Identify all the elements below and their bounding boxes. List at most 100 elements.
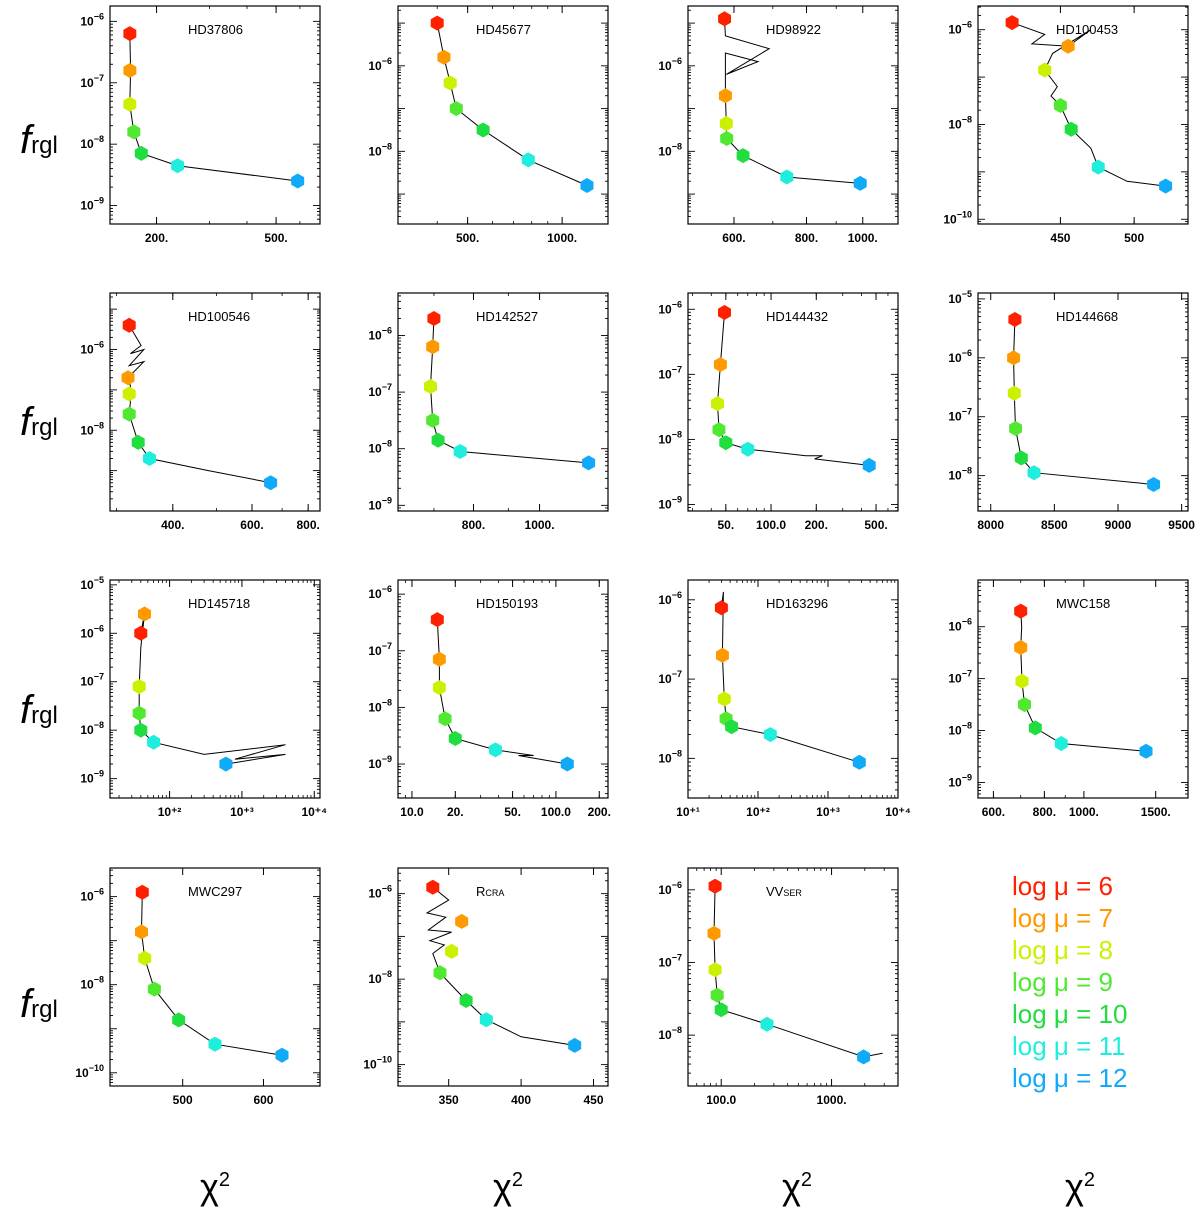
panel-hd98922: 600. 800. 1000. 10−8 10−6 HD98922 <box>658 5 899 245</box>
point-log-mu-7 <box>437 49 451 65</box>
point-log-mu-7 <box>713 357 727 373</box>
point-log-mu-8 <box>711 396 724 412</box>
y-tick-label: 10−8 <box>80 134 104 151</box>
panel-title: MWC158 <box>1056 596 1110 611</box>
y-label-main: f <box>20 400 32 444</box>
panel-frame <box>397 579 609 799</box>
point-log-mu-8 <box>1007 385 1021 401</box>
x-tick-label: 100.0 <box>756 518 786 532</box>
panel-hd142527: 800. 1000. 10−9 10−8 10−7 10−6 HD142527 <box>368 292 609 532</box>
y-tick-label: 10−6 <box>368 584 392 601</box>
y-tick-label: 10−6 <box>948 348 972 365</box>
point-log-mu-7 <box>426 339 440 355</box>
panel-title: VVSER <box>766 884 802 899</box>
y-tick-label: 10−7 <box>80 672 104 689</box>
x-tick-label: 20. <box>447 805 464 819</box>
y-tick-label: 10−6 <box>80 11 104 28</box>
point-log-mu-9 <box>720 131 734 146</box>
point-log-mu-6 <box>718 305 731 320</box>
y-tick-label: 10−9 <box>80 769 104 786</box>
x-tick-label: 10⁺⁴ <box>885 805 911 819</box>
point-log-mu-6 <box>1014 603 1028 619</box>
point-log-mu-6 <box>1008 312 1022 327</box>
point-log-mu-11 <box>143 451 156 466</box>
x-tick-label: 1000. <box>525 518 555 532</box>
x-tick-label: 600 <box>253 1093 273 1107</box>
y-tick-label: 10−9 <box>658 494 682 511</box>
point-log-mu-12 <box>857 1049 871 1065</box>
x-tick-label: 1000. <box>547 231 577 245</box>
panel-frame <box>977 5 1189 225</box>
point-log-mu-8 <box>445 943 459 959</box>
x-tick-label: 100.0 <box>541 805 571 819</box>
series-line <box>713 886 883 1058</box>
point-log-mu-6 <box>123 26 137 42</box>
y-axis-label-row-2: frgl <box>20 400 90 460</box>
panel-frame <box>977 579 1189 799</box>
panel-title: MWC297 <box>188 884 242 899</box>
point-log-mu-11 <box>1091 159 1105 175</box>
panel-hd150193: 10.0 20. 50. 100.0 200. 10−9 10−8 10−7 10−6 HD150… <box>368 579 611 819</box>
point-log-mu-10 <box>476 122 490 138</box>
point-log-mu-12 <box>1147 477 1161 492</box>
point-log-mu-7 <box>432 651 446 667</box>
panel-hd144668: 8000 8500 9000 9500 10−8 10−7 10−6 10−5 HD144668 <box>948 289 1195 532</box>
x-tick-label: 800. <box>1033 805 1056 819</box>
x-tick-label: 10.0 <box>400 805 424 819</box>
y-tick-label: 10−8 <box>658 1025 682 1042</box>
y-tick-label: 10−7 <box>658 669 682 686</box>
x-tick-label: 10⁺⁴ <box>301 805 327 819</box>
y-tick-label: 10−8 <box>368 697 392 714</box>
point-log-mu-6 <box>135 884 149 900</box>
point-log-mu-12 <box>275 1047 289 1063</box>
point-log-mu-12 <box>853 175 867 191</box>
x-label-sup: 2 <box>218 1169 231 1191</box>
point-log-mu-12 <box>580 178 594 193</box>
point-log-mu-11 <box>760 1016 774 1032</box>
y-tick-label: 10−8 <box>80 720 104 737</box>
point-log-mu-11 <box>1027 465 1041 481</box>
point-log-mu-6 <box>1005 15 1019 31</box>
panel-title: HD144432 <box>766 309 828 324</box>
point-log-mu-10 <box>1064 121 1078 137</box>
panel-hd45677: 500. 1000. 10−8 10−6 HD45677 <box>368 5 609 245</box>
x-tick-label: 10⁺¹ <box>676 805 700 819</box>
x-tick-label: 500. <box>264 231 287 245</box>
panel-frame <box>109 867 321 1087</box>
point-log-mu-7 <box>1014 640 1028 655</box>
point-log-mu-8 <box>132 679 146 695</box>
point-log-mu-10 <box>1014 450 1028 466</box>
y-tick-label: 10−8 <box>80 420 104 437</box>
x-label-main: χ <box>781 1166 801 1207</box>
point-log-mu-10 <box>459 993 473 1008</box>
point-log-mu-10 <box>134 722 148 738</box>
y-label-sub: rgl <box>31 996 58 1023</box>
point-log-mu-6 <box>714 600 728 616</box>
y-tick-label: 10−7 <box>658 364 682 381</box>
x-tick-label: 10⁺³ <box>230 805 254 819</box>
point-log-mu-9 <box>1053 98 1067 113</box>
point-log-mu-10 <box>172 1012 186 1028</box>
x-tick-label: 450 <box>584 1093 604 1107</box>
panel-title: RCRA <box>476 884 504 899</box>
y-tick-label: 10−6 <box>80 340 104 357</box>
point-log-mu-9 <box>122 406 136 422</box>
x-tick-label: 200. <box>805 518 828 532</box>
point-log-mu-8 <box>443 75 457 91</box>
panel-frame <box>109 292 321 512</box>
panel-frame <box>397 5 609 225</box>
panel-title: HD150193 <box>476 596 538 611</box>
point-log-mu-9 <box>147 981 161 997</box>
panel-title: HD163296 <box>766 596 828 611</box>
point-log-mu-11 <box>521 152 535 168</box>
point-log-mu-10 <box>134 145 148 161</box>
x-tick-label: 350 <box>439 1093 459 1107</box>
y-tick-label: 10−8 <box>368 439 392 456</box>
x-label-main: χ <box>199 1166 219 1207</box>
series-line <box>429 318 589 464</box>
point-log-mu-6 <box>430 612 444 628</box>
y-label-main: f <box>20 688 32 732</box>
x-tick-label: 800. <box>795 231 818 245</box>
series-line <box>138 613 286 765</box>
